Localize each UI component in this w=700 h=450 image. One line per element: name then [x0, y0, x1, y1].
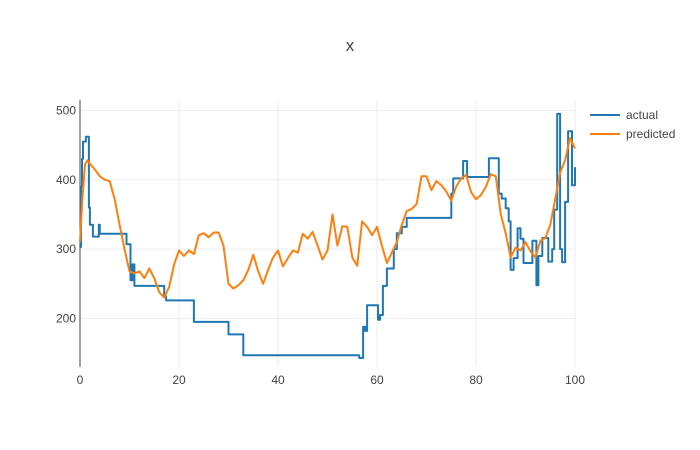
x-tick-label: 100: [565, 373, 585, 387]
y-tick-label: 200: [56, 311, 76, 325]
legend-item-actual[interactable]: actual: [590, 108, 658, 122]
legend-label: actual: [626, 108, 658, 122]
x-tick-label: 40: [271, 373, 285, 387]
series-line-predicted: [79, 137, 576, 299]
y-tick-label: 300: [56, 242, 76, 256]
y-tick-label: 400: [56, 173, 76, 187]
x-tick-label: 80: [469, 373, 483, 387]
x-tick-label: 60: [370, 373, 384, 387]
series-line-actual: [80, 112, 576, 359]
chart-title: x: [346, 36, 355, 55]
axis-layer: 0 20 40 60 80 100 200 300 400 500: [56, 100, 585, 387]
series-layer: [79, 112, 576, 359]
y-tick-label: 500: [56, 103, 76, 117]
grid-layer: [80, 100, 576, 367]
legend-label: predicted: [626, 127, 675, 141]
x-tick-label: 20: [172, 373, 186, 387]
legend[interactable]: actual predicted: [590, 108, 675, 141]
legend-item-predicted[interactable]: predicted: [590, 127, 675, 141]
x-tick-label: 0: [77, 373, 84, 387]
